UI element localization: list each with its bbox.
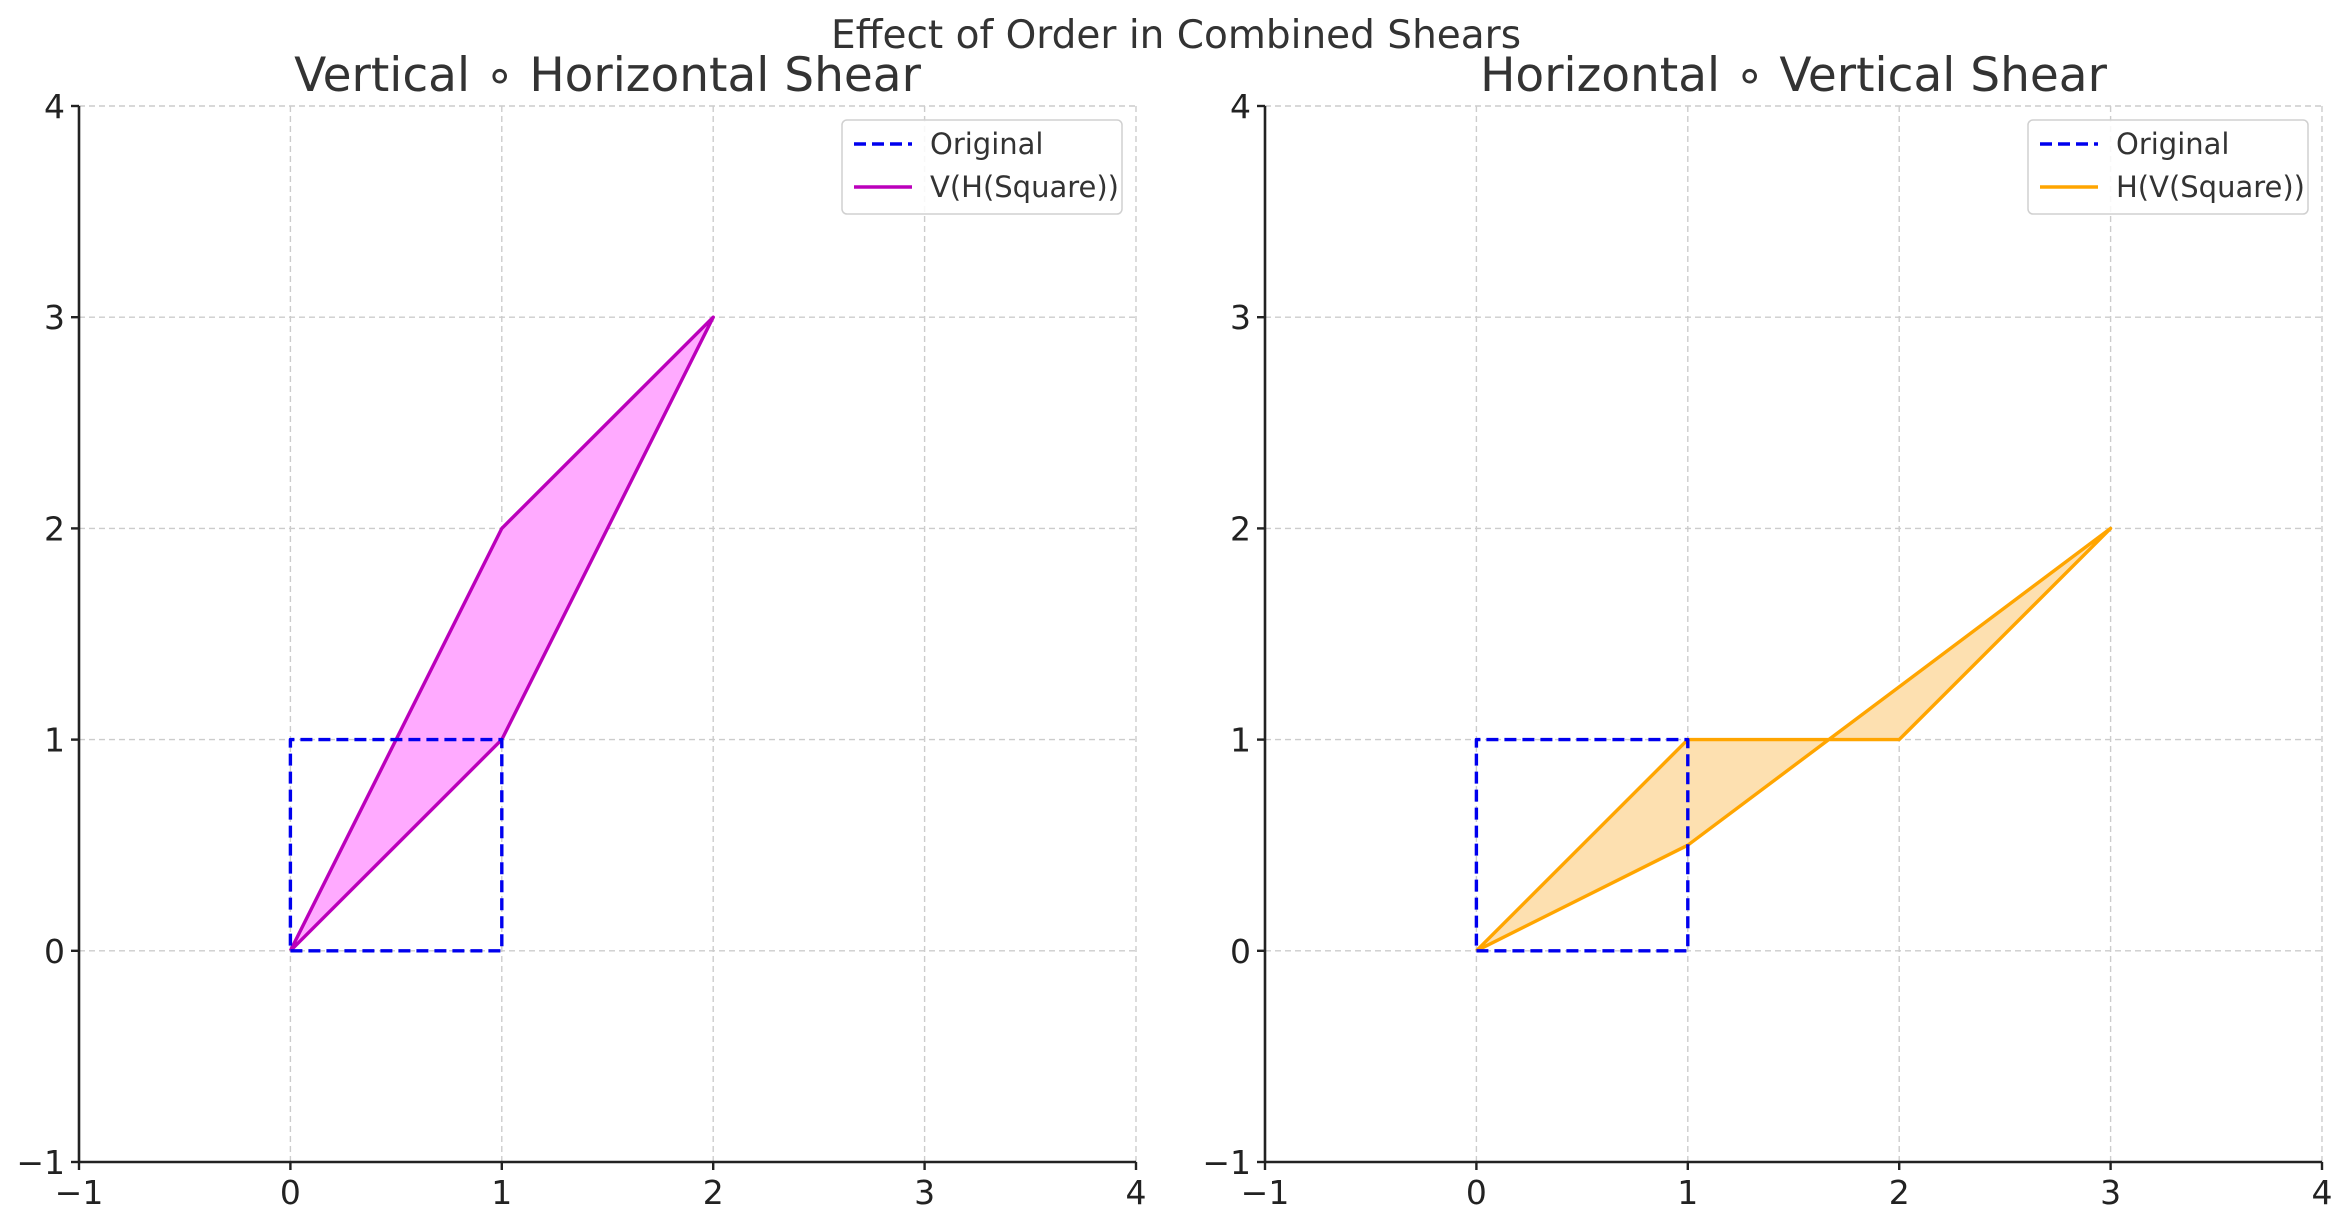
legend: Original V(H(Square)) [841, 119, 1123, 215]
series-line-0 [1474, 737, 1690, 953]
series-fill-1 [290, 317, 714, 951]
legend-label: Original [2116, 127, 2229, 161]
series-line-1 [1475, 526, 2113, 953]
y-tick-label: 4 [44, 87, 65, 126]
y-tick-label: 2 [44, 509, 65, 548]
y-tick-label: 3 [1230, 298, 1251, 337]
x-tick-label: 0 [280, 1173, 301, 1212]
legend-label: H(V(Square)) [2116, 170, 2305, 204]
figure-title: Effect of Order in Combined Shears [831, 13, 1521, 58]
chart-title: Vertical ∘ Horizontal Shear [294, 48, 921, 103]
y-tick-label: 1 [44, 721, 65, 760]
x-tick-label: 3 [2100, 1173, 2121, 1212]
series-line-0 [288, 737, 504, 953]
x-tick-label: 1 [491, 1173, 512, 1212]
y-tick-label: 0 [1230, 932, 1251, 971]
x-tick-label: 2 [1889, 1173, 1910, 1212]
x-tick-label: 2 [703, 1173, 724, 1212]
series-line-1 [288, 315, 715, 953]
x-tick-label: 1 [1677, 1173, 1698, 1212]
chart-title: Horizontal ∘ Vertical Shear [1480, 48, 2107, 103]
x-tick-label: −1 [1241, 1173, 1290, 1212]
x-tick-label: 4 [1126, 1173, 1147, 1212]
y-tick-label: 4 [1230, 87, 1251, 126]
x-tick-label: 0 [1466, 1173, 1487, 1212]
y-tick-label: 3 [44, 298, 65, 337]
y-tick-label: 2 [1230, 509, 1251, 548]
legend-label: V(H(Square)) [930, 170, 1119, 204]
legend: Original H(V(Square)) [2027, 119, 2309, 215]
x-tick-label: 4 [2312, 1173, 2333, 1212]
axes-right: Horizontal ∘ Vertical Shear −1 0 1 2 3 4 −1 0 1 2 3… [1202, 48, 2332, 1212]
y-tick-label: 1 [1230, 721, 1251, 760]
axes-left: Vertical ∘ Horizontal Shear −1 0 1 2 3 4 −1 0 1 2 3… [16, 48, 1146, 1212]
x-tick-label: 3 [914, 1173, 935, 1212]
legend-label: Original [930, 127, 1043, 161]
y-tick-label: −1 [1202, 1143, 1251, 1182]
y-tick-label: 0 [44, 932, 65, 971]
x-tick-label: −1 [55, 1173, 104, 1212]
y-tick-label: −1 [16, 1143, 65, 1182]
